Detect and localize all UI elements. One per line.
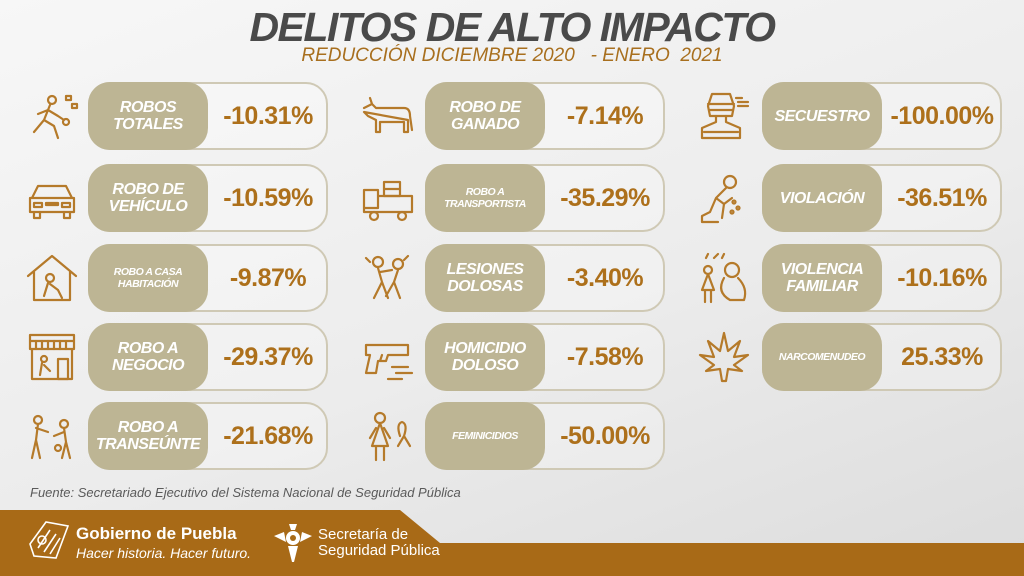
cow-icon <box>358 86 418 146</box>
crime-card: SECUESTRO -100.00% <box>762 82 1002 150</box>
gov-slogan: Hacer historia. Hacer futuro. <box>76 545 252 561</box>
mugging-icon <box>22 406 82 466</box>
crime-change-value: -35.29% <box>560 183 650 212</box>
source-note: Fuente: Secretariado Ejecutivo del Siste… <box>30 485 461 500</box>
fight-icon <box>358 248 418 308</box>
crime-card: HOMICIDIO DOLOSO -7.58% <box>425 323 665 391</box>
kidnapped-person-icon <box>694 86 754 146</box>
crying-person-icon <box>694 168 754 228</box>
crime-label: ROBO A TRANSEÚNTE <box>88 402 208 470</box>
gobierno-puebla-brand: Gobierno de Puebla Hacer historia. Hacer… <box>76 524 251 561</box>
crime-label: ROBOS TOTALES <box>88 82 208 150</box>
crime-label: VIOLENCIA FAMILIAR <box>762 244 882 312</box>
crime-change-value: -50.00% <box>560 421 650 450</box>
crime-change-value: 25.33% <box>901 342 983 371</box>
crime-label: NARCOMENUDEO <box>762 323 882 391</box>
truck-icon <box>358 168 418 228</box>
crime-change-value: -21.68% <box>223 421 313 450</box>
car-icon <box>22 168 82 228</box>
crime-card: ROBO A TRANSEÚNTE -21.68% <box>88 402 328 470</box>
crime-change-value: -10.31% <box>223 101 313 130</box>
crime-change-value: -29.37% <box>223 342 313 371</box>
crime-card: LESIONES DOLOSAS -3.40% <box>425 244 665 312</box>
crime-label: HOMICIDIO DOLOSO <box>425 323 545 391</box>
crime-label: ROBO A TRANSPORTISTA <box>425 164 545 232</box>
ssp-line1: Secretaría de <box>318 526 409 543</box>
crime-label: ROBO A NEGOCIO <box>88 323 208 391</box>
crime-card: ROBO A NEGOCIO -29.37% <box>88 323 328 391</box>
woman-ribbon-icon <box>358 406 418 466</box>
crime-label: ROBO A CASA HABITACIÓN <box>88 244 208 312</box>
gun-icon <box>358 327 418 387</box>
crime-card: ROBO A CASA HABITACIÓN -9.87% <box>88 244 328 312</box>
crime-card: ROBOS TOTALES -10.31% <box>88 82 328 150</box>
cannabis-leaf-icon <box>694 327 754 387</box>
family-violence-icon <box>694 248 754 308</box>
crime-card: FEMINICIDIOS -50.00% <box>425 402 665 470</box>
crime-label: LESIONES DOLOSAS <box>425 244 545 312</box>
running-thief-icon <box>22 86 82 146</box>
crime-change-value: -100.00% <box>890 101 994 130</box>
crime-card: VIOLACIÓN -36.51% <box>762 164 1002 232</box>
crime-label: ROBO DE VEHÍCULO <box>88 164 208 232</box>
crime-change-value: -10.59% <box>223 183 313 212</box>
crime-change-value: -7.14% <box>566 101 644 130</box>
crime-card: ROBO DE GANADO -7.14% <box>425 82 665 150</box>
crime-change-value: -36.51% <box>897 183 987 212</box>
crime-label: VIOLACIÓN <box>762 164 882 232</box>
store-icon <box>22 327 82 387</box>
crime-change-value: -10.16% <box>897 263 987 292</box>
crime-card: ROBO A TRANSPORTISTA -35.29% <box>425 164 665 232</box>
gov-name: Gobierno de Puebla <box>76 524 237 543</box>
page-title: DELITOS DE ALTO IMPACTO <box>249 4 776 50</box>
crime-label: ROBO DE GANADO <box>425 82 545 150</box>
crime-change-value: -3.40% <box>566 263 644 292</box>
crime-change-value: -9.87% <box>229 263 307 292</box>
crime-card: ROBO DE VEHÍCULO -10.59% <box>88 164 328 232</box>
page-subtitle: REDUCCIÓN DICIEMBRE 2020 - ENERO 2021 <box>301 45 723 66</box>
crime-card: NARCOMENUDEO 25.33% <box>762 323 1002 391</box>
crime-label: SECUESTRO <box>762 82 882 150</box>
house-burglar-icon <box>22 248 82 308</box>
ssp-emblem-icon <box>274 524 312 562</box>
crime-card: VIOLENCIA FAMILIAR -10.16% <box>762 244 1002 312</box>
puebla-logo-icon <box>29 521 70 559</box>
ssp-line2: Seguridad Pública <box>318 542 440 559</box>
crime-change-value: -7.58% <box>566 342 644 371</box>
ssp-brand: Secretaría de Seguridad Pública <box>318 527 440 559</box>
crime-label: FEMINICIDIOS <box>425 402 545 470</box>
